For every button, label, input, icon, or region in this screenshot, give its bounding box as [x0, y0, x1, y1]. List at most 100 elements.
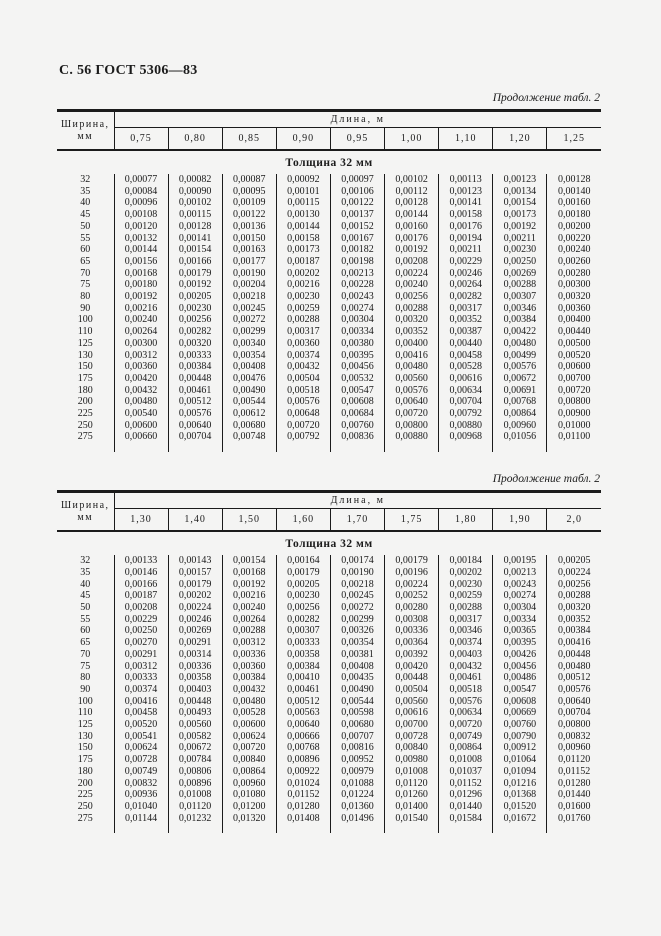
volume-value-cell: 0,00312: [221, 637, 277, 649]
volume-value-cell: 0,00936: [113, 789, 169, 801]
volume-value-cell: 0,01280: [546, 777, 601, 790]
width-value-cell: 65: [80, 255, 91, 267]
volume-value-cell: 0,00560: [167, 719, 223, 731]
width-header-cell: Ширина, мм: [57, 110, 115, 151]
volume-value-cell: 0,01440: [438, 800, 493, 813]
volume-value-cell: 0,00158: [438, 209, 493, 221]
volume-value-cell: 0,00960: [221, 777, 277, 790]
volume-value-cell: 0,00432: [275, 361, 331, 373]
volume-value-cell: 0,00115: [167, 209, 223, 221]
volume-value-cell: 0,00179: [275, 566, 331, 579]
table-row: 65 0,00270 0,00291 0,00312 0,00333 0,00354 0,0…: [57, 637, 601, 649]
length-header-cell: Длина, м: [114, 491, 601, 510]
volume-value-cell: 0,00340: [221, 337, 277, 350]
volume-value-cell: 0,00250: [113, 625, 169, 638]
width-value-cell: 60: [80, 625, 91, 637]
length-value-header: 1,00: [384, 127, 439, 151]
volume-value-cell: 0,00691: [492, 384, 547, 397]
length-value-header: 1,50: [221, 508, 277, 533]
volume-value-cell: 0,01144: [113, 812, 169, 825]
table-row: 75 0,00180 0,00192 0,00204 0,00216 0,00228 0,0…: [57, 279, 601, 292]
volume-value-cell: 0,00300: [546, 279, 601, 292]
width-value-cell: 70: [80, 267, 91, 279]
volume-value-cell: 0,00980: [384, 754, 439, 766]
table-row: 275 0,00660 0,00704 0,00748 0,00792 0,00836 0,…: [57, 431, 601, 444]
volume-value-cell: 0,00282: [275, 613, 331, 626]
width-header-cell: Ширина, мм: [57, 491, 115, 533]
volume-value-cell: 0,00416: [384, 349, 439, 362]
volume-value-cell: 0,00082: [167, 174, 223, 186]
table-row: 45 0,00108 0,00115 0,00122 0,00130 0,00137 0,0…: [57, 209, 601, 221]
volume-value-cell: 0,00304: [329, 314, 385, 327]
volume-value-cell: 0,01152: [546, 765, 601, 778]
volume-value-cell: 0,00640: [167, 419, 223, 432]
volume-value-cell: 0,00480: [492, 337, 547, 350]
volume-value-cell: 0,00768: [275, 742, 331, 755]
volume-value-cell: 0,00317: [275, 326, 331, 338]
length-value-header: 1,20: [492, 127, 547, 151]
volume-value-cell: 0,00156: [113, 255, 169, 268]
table-row: 75 0,00312 0,00336 0,00360 0,00384 0,00408 0,0…: [57, 660, 601, 673]
volume-value-cell: 0,00245: [329, 590, 385, 602]
volume-value-cell: 0,00288: [492, 279, 547, 292]
stub-cell: [57, 824, 114, 833]
volume-value-cell: 0,00374: [438, 637, 493, 649]
table-row: 100 0,00416 0,00448 0,00480 0,00512 0,00544 0,…: [57, 695, 601, 708]
volume-value-cell: 0,00246: [167, 613, 223, 626]
volume-value-cell: 0,00179: [167, 578, 223, 591]
table-row: 90 0,00374 0,00403 0,00432 0,00461 0,00490 0,0…: [57, 683, 601, 696]
width-value-cell: 180: [77, 765, 93, 777]
volume-value-cell: 0,00576: [492, 361, 547, 373]
volume-value-cell: 0,00158: [275, 232, 331, 245]
volume-value-cell: 0,00640: [546, 695, 601, 708]
table-row: 80 0,00333 0,00358 0,00384 0,00410 0,00435 0,0…: [57, 672, 601, 684]
table-row: 40 0,00096 0,00102 0,00109 0,00115 0,00122 0,0…: [57, 197, 601, 210]
volume-value-cell: 0,00097: [329, 174, 385, 186]
volume-value-cell: 0,00490: [221, 384, 277, 397]
width-value-cell: 175: [77, 372, 93, 384]
page-content: Продолжение табл. 2 Ширина, мм Длина, м 0,7…: [57, 92, 601, 834]
volume-value-cell: 0,00836: [329, 431, 385, 444]
volume-value-cell: 0,00256: [167, 314, 223, 327]
volume-value-cell: 0,00395: [492, 637, 547, 649]
table-row: 32 0,00133 0,00143 0,00154 0,00164 0,00174 0,0…: [57, 555, 601, 567]
volume-value-cell: 0,00190: [221, 267, 277, 280]
volume-value-cell: 0,00384: [492, 314, 547, 327]
volume-value-cell: 0,00576: [546, 683, 601, 696]
stub-cell: [113, 824, 169, 834]
table-row: 55 0,00229 0,00246 0,00264 0,00282 0,00299 0,0…: [57, 613, 601, 626]
volume-value-cell: 0,00800: [546, 396, 601, 409]
width-value-cell: 150: [77, 361, 93, 373]
volume-value-cell: 0,01672: [492, 812, 547, 825]
volume-value-cell: 0,00582: [167, 730, 223, 743]
section-title: Толщина 32 мм: [285, 157, 373, 169]
volume-value-cell: 0,00205: [275, 578, 331, 591]
volume-value-cell: 0,00490: [329, 683, 385, 696]
volume-value-cell: 0,00336: [221, 648, 277, 661]
volume-value-cell: 0,00840: [221, 754, 277, 766]
volume-value-cell: 0,00504: [384, 683, 439, 696]
volume-value-cell: 0,00106: [329, 185, 385, 198]
volume-value-cell: 0,00307: [275, 625, 331, 638]
volume-value-cell: 0,00157: [167, 566, 223, 579]
volume-value-cell: 0,00291: [113, 648, 169, 661]
table-row: 32 0,00077 0,00082 0,00087 0,00092 0,00097 0,0…: [57, 174, 601, 186]
continuation-label-1: Продолжение табл. 2: [492, 92, 600, 104]
volume-value-cell: 0,00123: [492, 174, 547, 186]
volume-value-cell: 0,00133: [113, 555, 169, 567]
volume-value-cell: 0,00288: [275, 314, 331, 327]
volume-value-cell: 0,00312: [113, 349, 169, 362]
width-header-line1: Ширина,: [60, 118, 110, 130]
volume-value-cell: 0,00346: [438, 625, 493, 638]
volume-value-cell: 0,00458: [113, 707, 169, 720]
volume-value-cell: 0,00202: [438, 566, 493, 579]
volume-value-cell: 0,00108: [113, 209, 169, 221]
table-row: 65 0,00156 0,00166 0,00177 0,00187 0,00198 0,0…: [57, 255, 601, 268]
volume-value-cell: 0,00864: [492, 408, 547, 420]
volume-value-cell: 0,00095: [221, 185, 277, 198]
volume-value-cell: 0,00520: [546, 349, 601, 362]
volume-value-cell: 0,00576: [384, 384, 439, 397]
width-value-cell: 60: [80, 244, 91, 256]
volume-value-cell: 0,00184: [438, 555, 493, 567]
volume-value-cell: 0,00504: [275, 372, 331, 385]
